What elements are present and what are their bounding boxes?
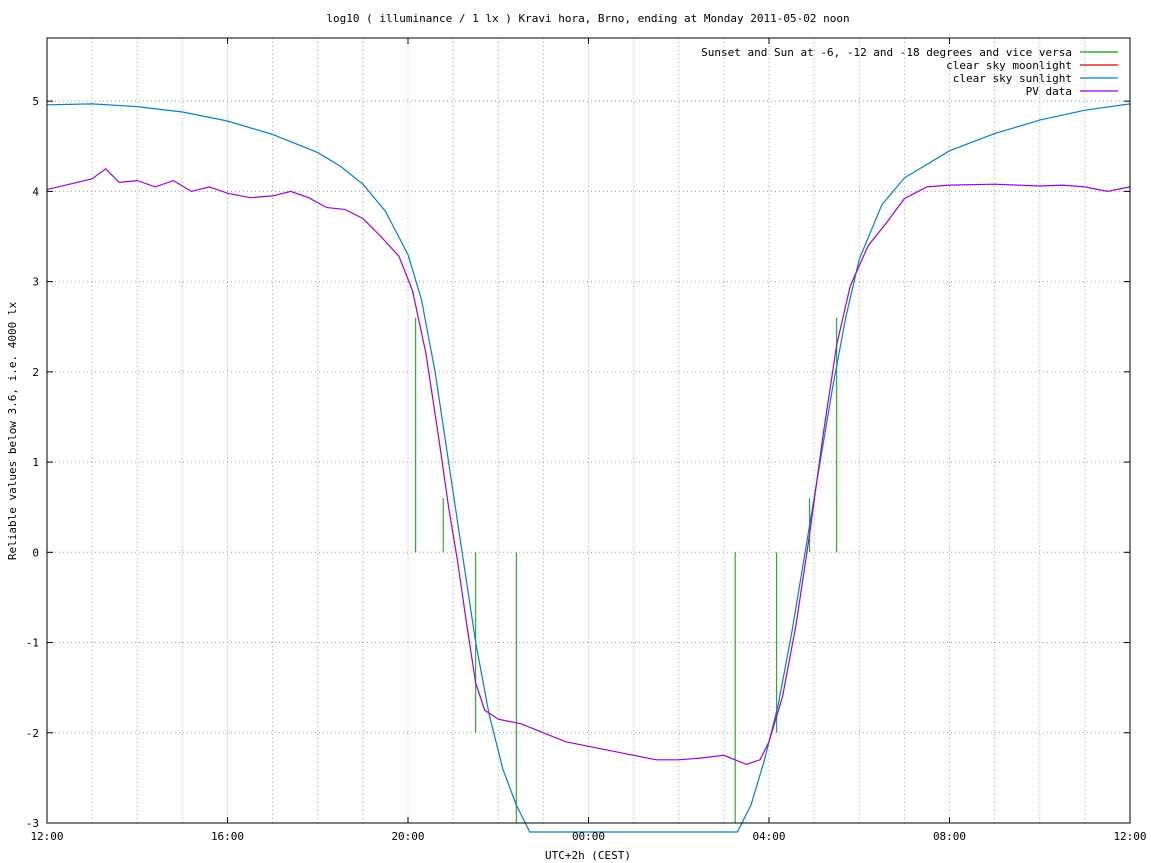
legend-label: clear sky moonlight <box>946 59 1072 72</box>
x-tick-label: 20:00 <box>391 830 424 843</box>
legend-label: Sunset and Sun at -6, -12 and -18 degree… <box>701 46 1072 59</box>
y-tick-label: -3 <box>26 817 39 830</box>
x-tick-label: 00:00 <box>572 830 605 843</box>
axis-ticks: 12:00 16:00 20:00 00:00 04:00 08:00 12:00-3-2-… <box>26 38 1147 843</box>
legend-label: PV data <box>1026 85 1072 98</box>
x-tick-label: 12:00 <box>30 830 63 843</box>
series-line-2 <box>46 103 1131 833</box>
series-line-3 <box>46 168 1131 766</box>
x-tick-label: 12:00 <box>1113 830 1146 843</box>
y-tick-label: 5 <box>32 95 39 108</box>
series-layer <box>46 103 1131 833</box>
x-axis-label: UTC+2h (CEST) <box>545 849 631 862</box>
x-tick-label: 16:00 <box>211 830 244 843</box>
y-tick-label: 1 <box>32 456 39 469</box>
y-tick-label: 2 <box>32 366 39 379</box>
y-tick-label: 4 <box>32 185 39 198</box>
x-tick-label: 08:00 <box>933 830 966 843</box>
y-axis-label: Reliable values below 3.6, i.e. 4000 lx <box>6 301 19 560</box>
legend-label: clear sky sunlight <box>953 72 1072 85</box>
y-tick-label: 3 <box>32 276 39 289</box>
x-tick-label: 04:00 <box>752 830 785 843</box>
chart-title: log10 ( illuminance / 1 lx ) Kravi hora,… <box>326 12 849 25</box>
y-tick-label: -2 <box>26 727 39 740</box>
grid <box>46 38 1131 824</box>
y-tick-label: -1 <box>26 637 39 650</box>
y-tick-label: 0 <box>32 546 39 559</box>
legend: Sunset and Sun at -6, -12 and -18 degree… <box>701 46 1118 98</box>
